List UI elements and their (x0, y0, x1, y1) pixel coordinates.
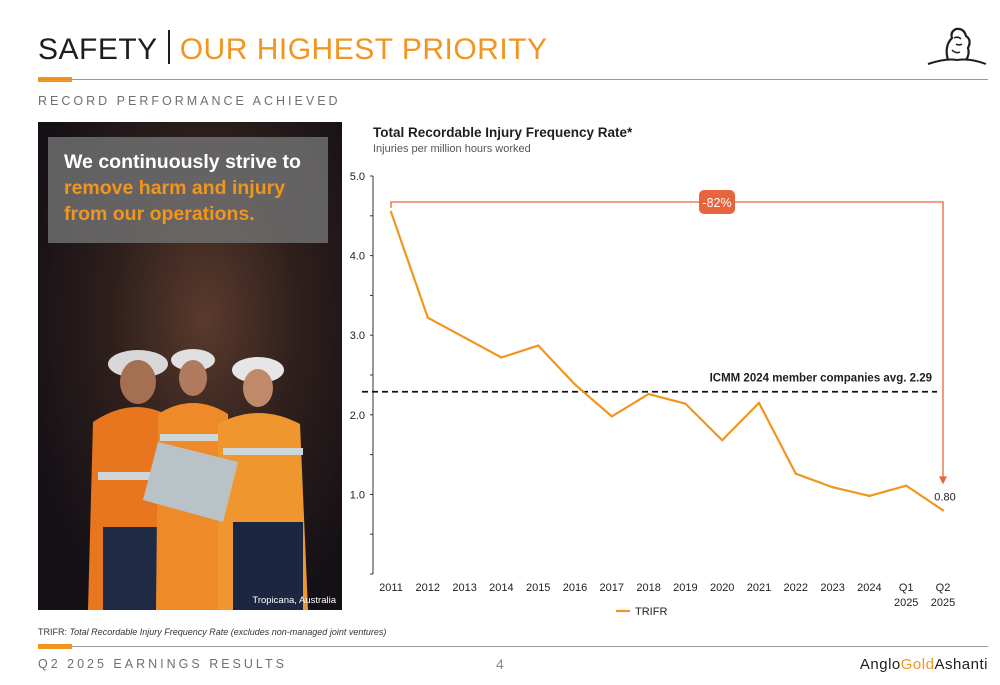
trifr-line (389, 211, 944, 512)
quote-text: We continuously strive to remove harm an… (64, 149, 324, 227)
chart-title: Total Recordable Injury Frequency Rate* (373, 125, 633, 140)
change-arrowhead (939, 476, 947, 485)
x-tick-label: 2022 (784, 582, 808, 594)
chart-subtitle: Injuries per million hours worked (373, 143, 531, 155)
x-tick-label: 2023 (820, 582, 844, 594)
miners-photo: We continuously strive to remove harm an… (38, 122, 342, 610)
footnote: TRIFR: Total Recordable Injury Frequency… (38, 627, 386, 637)
footnote-text: Total Recordable Injury Frequency Rate (… (69, 627, 387, 637)
y-tick-label: 1.0 (350, 489, 365, 501)
trifr-point (757, 401, 761, 405)
trifr-line-chart: 5.0 4.0 3.0 2.0 1.0 2011 2012 2013 2014 2015 2016 2… (350, 171, 956, 618)
x-tick-label: 2020 (710, 582, 734, 594)
trifr-point (389, 210, 393, 214)
trifr-point (426, 316, 429, 319)
section-subtitle: RECORD PERFORMANCE ACHIEVED (38, 94, 341, 108)
trifr-point (941, 509, 945, 512)
lion-logo-icon (927, 27, 987, 65)
trifr-point (721, 439, 724, 442)
x-tick-label: 2019 (673, 582, 697, 594)
x-tick-label: 2013 (452, 582, 476, 594)
legend-label: TRIFR (635, 606, 667, 618)
y-tick-label: 4.0 (350, 251, 365, 263)
trifr-point (463, 336, 466, 339)
end-value-label: 0.80 (934, 491, 955, 503)
trifr-point (647, 392, 650, 396)
page-title: SAFETY OUR HIGHEST PRIORITY (38, 30, 548, 67)
trifr-point (500, 356, 503, 359)
trifr-point (684, 402, 687, 405)
x-tick-label: Q2 (936, 582, 951, 594)
x-tick-label: 2015 (526, 582, 550, 594)
miners-illustration (88, 349, 308, 610)
trifr-point (610, 415, 613, 418)
x-tick-label: 2018 (636, 582, 660, 594)
x-tick-label: 2021 (747, 582, 771, 594)
title-main: SAFETY (38, 33, 158, 66)
page-number: 4 (496, 656, 504, 672)
x-tick-label: Q1 (899, 582, 914, 594)
quote-line-1: We continuously strive to (64, 151, 301, 173)
trifr-point (868, 494, 871, 498)
photo-caption: Tropicana, Australia (252, 595, 336, 606)
change-badge (699, 190, 735, 214)
brand-part-3: Ashanti (934, 656, 988, 673)
trifr-point (573, 383, 577, 386)
brand-part-2: Gold (900, 656, 935, 673)
change-bracket (390, 201, 944, 483)
x-tick-label: 2024 (857, 582, 881, 594)
y-tick-label: 2.0 (350, 410, 365, 422)
icmm-reference-label: ICMM 2024 member companies avg. 2.29 (710, 373, 932, 385)
footer-label: Q2 2025 EARNINGS RESULTS (38, 657, 287, 671)
title-separator (167, 30, 170, 64)
footer-accent-bar (38, 644, 72, 649)
x-tick-label: 2011 (379, 582, 403, 594)
x-tick-label: 2017 (600, 582, 624, 594)
trifr-point (537, 344, 540, 347)
x-tick-label: 2025 (931, 597, 955, 609)
trifr-point (831, 486, 834, 489)
y-tick-label: 5.0 (350, 171, 365, 183)
x-tick-label: 2025 (894, 597, 918, 609)
trifr-point (794, 472, 797, 475)
footer-divider (38, 646, 988, 647)
header-divider (38, 79, 988, 80)
y-tick-label: 3.0 (350, 330, 365, 342)
brand-part-1: Anglo (859, 656, 901, 673)
change-badge-label: -82% (702, 196, 731, 210)
quote-box: We continuously strive to remove harm an… (48, 137, 328, 243)
trifr-point (905, 484, 908, 487)
x-tick-label: 2012 (416, 582, 440, 594)
title-accent: OUR HIGHEST PRIORITY (179, 33, 548, 66)
quote-line-3: from our operations. (64, 203, 255, 225)
x-tick-label: 2014 (489, 582, 513, 594)
footnote-prefix: TRIFR: (38, 627, 70, 637)
quote-line-2: remove harm and injury (64, 177, 286, 199)
brand-wordmark: AngloGoldAshanti (860, 656, 988, 673)
x-tick-label: 2016 (563, 582, 587, 594)
